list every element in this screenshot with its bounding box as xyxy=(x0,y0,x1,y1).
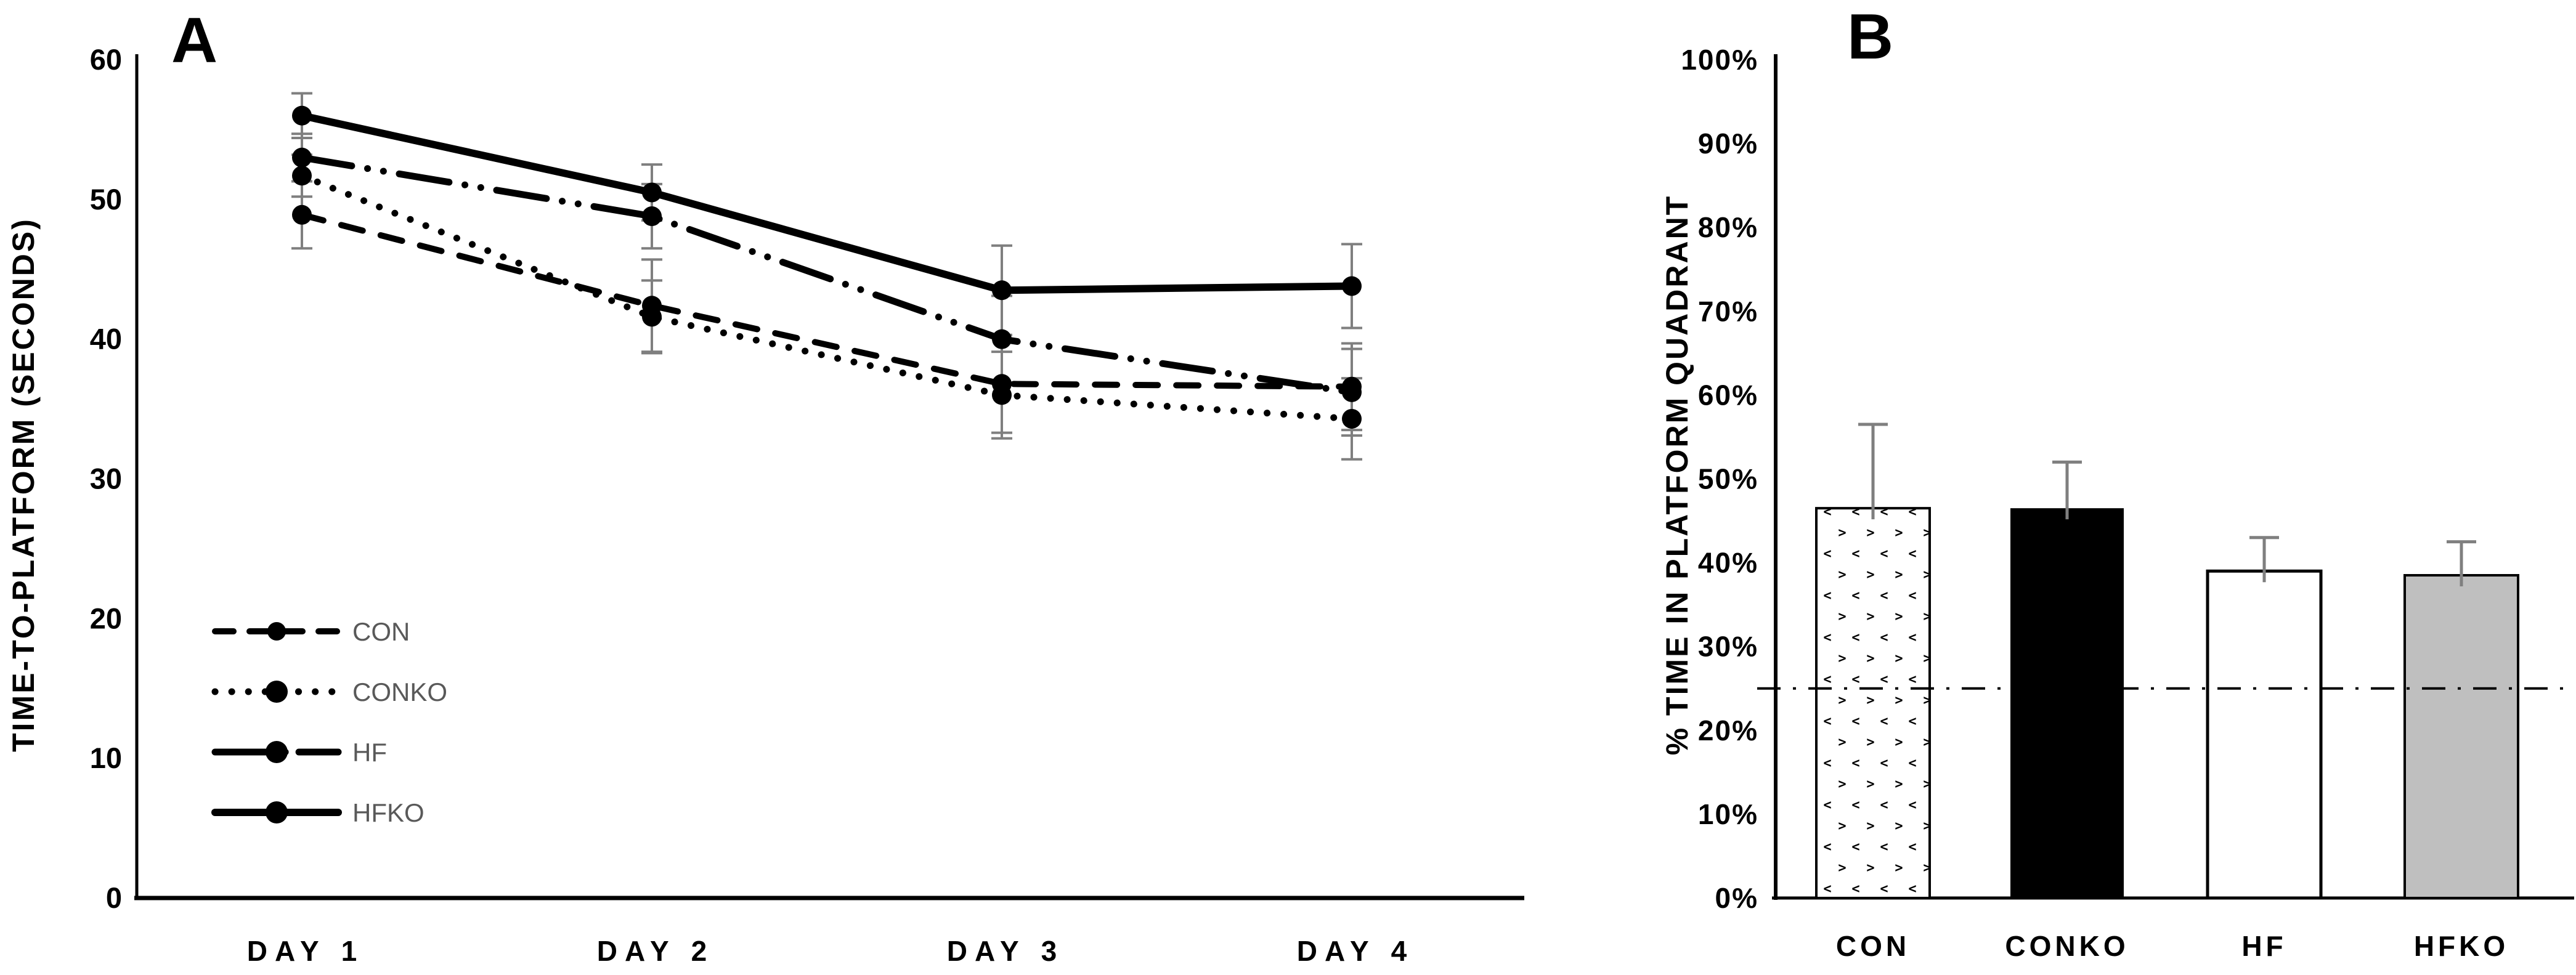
legend-label-HF: HF xyxy=(352,738,387,767)
legend-item-CON: CON xyxy=(212,617,410,646)
panel-a-label: A xyxy=(171,5,218,76)
marker-CONKO xyxy=(992,385,1012,405)
panel-a-y-tick-label: 0 xyxy=(106,881,122,914)
panel-a-x-category-label: DAY 1 xyxy=(247,935,364,967)
marker-HFKO xyxy=(1342,276,1362,296)
marker-CONKO xyxy=(642,307,662,327)
marker-HF xyxy=(292,147,312,168)
legend-item-HF: HF xyxy=(211,738,387,767)
marker-CONKO xyxy=(1342,408,1362,429)
panel-a-y-tick-label: 30 xyxy=(90,463,122,495)
panel-b-x-category-label: HF xyxy=(2241,930,2286,962)
panel-b-y-tick-label: 70% xyxy=(1698,295,1758,327)
legend-swatch-marker xyxy=(267,622,286,641)
error-bar-HFKO xyxy=(2447,540,2476,587)
panel-a-x-category-label: DAY 3 xyxy=(947,935,1064,967)
marker-CON xyxy=(292,204,312,225)
panel-b-y-tick-label: 90% xyxy=(1698,127,1758,160)
panel-b-y-axis-title: % TIME IN PLATFORM QUADRANT xyxy=(1660,194,1694,756)
error-bar-HF xyxy=(2249,536,2279,583)
legend-item-HFKO: HFKO xyxy=(211,798,425,827)
panel-b-x-category-label: CONKO xyxy=(2005,930,2129,962)
series-line-HF xyxy=(298,154,1355,396)
panel-a-y-tick-label: 60 xyxy=(90,43,122,76)
legend-label-CONKO: CONKO xyxy=(352,678,447,706)
legend-swatch-marker xyxy=(266,741,288,763)
bar-CONKO xyxy=(2010,508,2124,898)
series-line-HFKO xyxy=(298,111,1355,294)
panel-b-y-tick-label: 0% xyxy=(1715,882,1758,914)
panel-a-y-tick-label: 40 xyxy=(90,323,122,355)
marker-CONKO xyxy=(292,166,312,186)
bar-CON xyxy=(1815,507,1931,899)
marker-HF xyxy=(642,206,662,227)
panel-b-y-tick-label: 100% xyxy=(1681,44,1758,76)
marker-HF xyxy=(1342,382,1362,402)
panel-a-y-tick-label: 10 xyxy=(90,742,122,774)
marker-HF xyxy=(992,329,1012,349)
panel-b-x-category-label: CON xyxy=(1836,930,1910,962)
error-bar-CON xyxy=(1858,423,1888,520)
panel-b-y-tick-label: 20% xyxy=(1698,714,1758,746)
panel-a-y-tick-label: 20 xyxy=(90,602,122,634)
marker-HFKO xyxy=(992,280,1012,301)
legend-label-CON: CON xyxy=(352,617,410,646)
bar-HFKO xyxy=(2403,574,2519,899)
panel-a-x-category-label: DAY 2 xyxy=(597,935,714,967)
legend-label-HFKO: HFKO xyxy=(352,798,425,827)
panel-a-y-axis-title: TIME-TO-PLATFORM (SECONDS) xyxy=(6,217,41,752)
panel-b-y-tick-label: 10% xyxy=(1698,798,1758,830)
panel-b-y-tick-label: 50% xyxy=(1698,463,1758,495)
legend-swatch-marker xyxy=(266,801,288,823)
series-line-CON xyxy=(299,211,1355,390)
legend-swatch-marker xyxy=(266,681,288,703)
panel-b-y-tick-label: 80% xyxy=(1698,211,1758,243)
panel-b-y-tick-label: 40% xyxy=(1698,547,1758,579)
error-bar-CONKO xyxy=(2052,460,2082,520)
panel-b-x-category-label: HFKO xyxy=(2414,930,2509,962)
marker-HFKO xyxy=(642,182,662,203)
marker-HFKO xyxy=(292,105,312,126)
bar-HF xyxy=(2206,569,2323,900)
panel-a-y-tick-label: 50 xyxy=(90,183,122,216)
panel-a-x-category-label: DAY 4 xyxy=(1297,935,1414,967)
panel-b-label: B xyxy=(1847,1,1894,73)
panel-b-y-tick-label: 30% xyxy=(1698,631,1758,663)
legend-item-CONKO: CONKO xyxy=(211,678,447,706)
panel-b-y-tick-label: 60% xyxy=(1698,379,1758,411)
